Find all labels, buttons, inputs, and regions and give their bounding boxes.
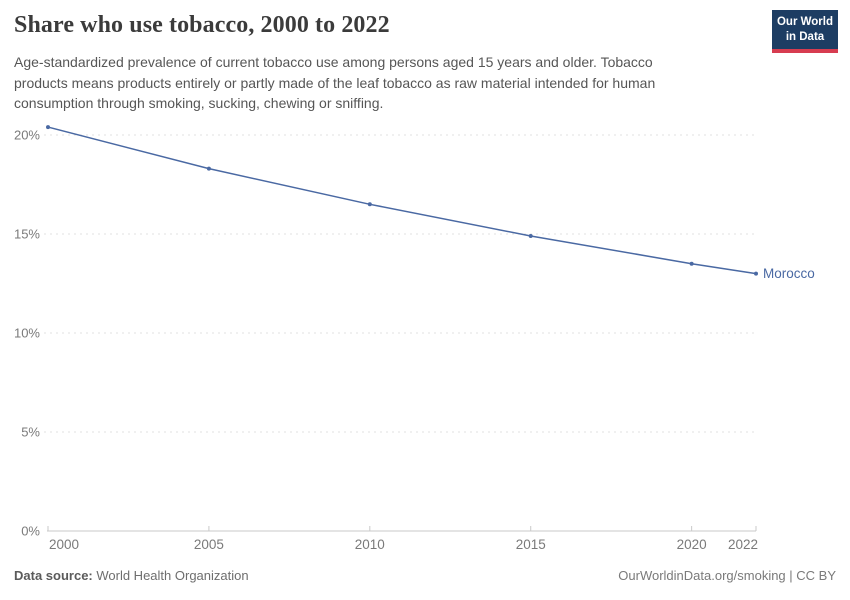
- data-point: [689, 261, 694, 266]
- y-tick-label: 10%: [14, 326, 40, 341]
- data-source-value: World Health Organization: [92, 568, 249, 583]
- chart-subtitle: Age-standardized prevalence of current t…: [14, 54, 656, 112]
- series-label: Morocco: [763, 266, 815, 281]
- x-tick-label: 2005: [194, 537, 224, 552]
- y-tick-label: 5%: [21, 425, 40, 440]
- data-point: [46, 125, 50, 130]
- data-source: Data source: World Health Organization: [14, 568, 249, 583]
- owid-logo-line2: in Data: [785, 31, 825, 44]
- x-tick-label: 2020: [677, 537, 707, 552]
- data-line: [47, 126, 757, 275]
- chart-title: Share who use tobacco, 2000 to 2022: [14, 12, 390, 38]
- data-point: [206, 166, 211, 171]
- attribution-link[interactable]: OurWorldinData.org/smoking | CC BY: [618, 568, 836, 583]
- data-point: [367, 202, 372, 207]
- y-tick-label: 0%: [21, 524, 40, 539]
- data-source-label: Data source:: [14, 568, 93, 583]
- x-tick-label: 2015: [516, 537, 546, 552]
- y-tick-label: 15%: [14, 227, 40, 242]
- x-tick-label: 2010: [355, 537, 385, 552]
- chart-footer: Data source: World Health Organization O…: [14, 568, 836, 583]
- y-tick-label: 20%: [14, 128, 40, 143]
- x-tick-label: 2022: [728, 537, 758, 552]
- data-point: [754, 271, 758, 276]
- data-point: [528, 233, 533, 238]
- owid-logo[interactable]: Our World in Data: [772, 10, 838, 54]
- x-tick-label: 2000: [49, 537, 79, 552]
- owid-logo-line1: Our World: [776, 16, 833, 28]
